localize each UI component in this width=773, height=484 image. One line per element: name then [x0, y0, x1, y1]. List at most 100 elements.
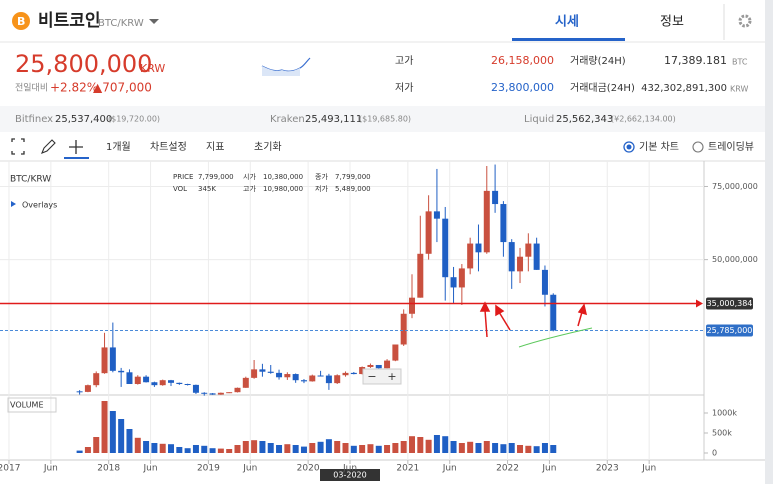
volume-bar [492, 443, 499, 453]
candle-body [375, 364, 382, 369]
candle-body [134, 376, 141, 385]
info-label: 시가 [243, 172, 256, 181]
coin-pair: BTC/KRW [98, 18, 144, 29]
candle-body [392, 344, 399, 361]
info-label: PRICE [173, 173, 193, 181]
exchange-converted: (¥2,662,134.00) [611, 115, 676, 124]
tab[interactable]: 시세 [555, 15, 579, 30]
crosshair-icon[interactable] [69, 140, 83, 154]
toolbar-item[interactable]: 차트설정 [150, 141, 187, 153]
candle-body [101, 347, 108, 374]
tab[interactable]: 정보 [660, 15, 684, 30]
volume-bar [159, 443, 166, 453]
candle-body [425, 211, 432, 254]
candle-body [450, 277, 457, 288]
fullscreen-icon[interactable] [11, 138, 25, 155]
candle-body [126, 372, 133, 385]
x-tick-label: Jun [242, 464, 257, 474]
radio-dot [626, 144, 632, 150]
x-tick-label: 2021 [396, 464, 419, 474]
stat-label: 거래대금(24H) [570, 82, 635, 94]
volume-title: VOLUME [10, 401, 44, 410]
candle-body [500, 204, 507, 243]
info-label: 고가 [243, 184, 256, 193]
x-tick-label: 2019 [197, 464, 220, 474]
dropdown[interactable] [149, 19, 159, 24]
candle-body [234, 387, 241, 393]
candle-body [217, 392, 224, 395]
grid [0, 161, 708, 464]
volume-bar [425, 439, 432, 453]
info-value: 5,489,000 [335, 185, 371, 193]
candle-body [226, 392, 233, 394]
volume-bar [467, 441, 474, 453]
candle-body [284, 374, 291, 378]
radio-label[interactable]: 트레이딩뷰 [708, 141, 754, 153]
volume-bar [384, 445, 391, 453]
exchange-name: Liquid [524, 114, 554, 125]
overlay-arrow[interactable] [11, 201, 16, 207]
price-label-box [706, 324, 753, 337]
volume-bar [550, 445, 557, 453]
volume-bar [184, 448, 191, 453]
candle-body [350, 372, 357, 375]
candle-body [276, 372, 283, 378]
candle-body [417, 253, 424, 298]
volume-bar [517, 445, 524, 453]
candle-body [259, 369, 266, 372]
exchange-name: Bitfinex [15, 114, 53, 125]
volume-bar [317, 441, 324, 453]
x-tick-label: 2022 [496, 464, 519, 474]
stat-unit: BTC [732, 58, 748, 67]
zoom-in[interactable]: + [387, 370, 396, 383]
toolbar-item[interactable]: 1개월 [106, 141, 131, 153]
volume-bar [400, 441, 407, 453]
volume-bar [334, 441, 341, 453]
volume-bar [325, 439, 332, 453]
volume-bar [458, 443, 465, 453]
x-tick-label: 2023 [596, 464, 619, 474]
stat-unit: KRW [730, 85, 748, 94]
radio[interactable] [692, 141, 704, 153]
zoom-out[interactable]: − [367, 370, 376, 383]
candle-body [242, 377, 249, 388]
radio[interactable] [623, 141, 635, 153]
x-tick-label: Jun [442, 464, 457, 474]
volume-title-box [7, 397, 57, 413]
price-label: 35,000,384 [707, 299, 753, 308]
exchange-price: 25,562,343 [556, 114, 613, 125]
annotation-arrows [479, 301, 588, 338]
settings-icon[interactable] [738, 14, 752, 28]
candle-body [317, 375, 324, 377]
candle-body [143, 376, 150, 383]
volume-bar [143, 441, 150, 453]
volume-bar [367, 444, 374, 453]
candle-body [184, 384, 191, 386]
chart-title: BTC/KRW [10, 175, 51, 185]
x-tick-label: Jun [143, 464, 158, 474]
toolbar-item[interactable]: 지표 [206, 141, 224, 153]
info-value: 7,799,000 [335, 173, 371, 181]
stat-value: 17,389.181 [664, 54, 727, 67]
stat-label: 고가 [395, 55, 413, 67]
volume-bar [375, 445, 382, 453]
candle-body [492, 190, 499, 205]
volume-bar [176, 447, 183, 453]
y-tick-label: 1000k [712, 409, 737, 418]
overlays[interactable]: Overlays [22, 201, 57, 210]
candle-body [209, 393, 216, 395]
toolbar-item[interactable]: 초기화 [254, 141, 282, 153]
volume-bar [93, 437, 100, 453]
x-tick-label: Jun [541, 464, 556, 474]
volume-bar [251, 440, 258, 453]
draw-icon[interactable] [41, 139, 56, 154]
volume-bar [442, 436, 449, 453]
volume-bar [342, 443, 349, 453]
price-line-arrow [696, 299, 703, 308]
candle-body [159, 380, 166, 386]
radio-label[interactable]: 기본 차트 [639, 141, 679, 153]
volume-bar [101, 401, 108, 453]
price-label: 25,785,000 [707, 326, 753, 335]
coin-icon [12, 12, 30, 30]
